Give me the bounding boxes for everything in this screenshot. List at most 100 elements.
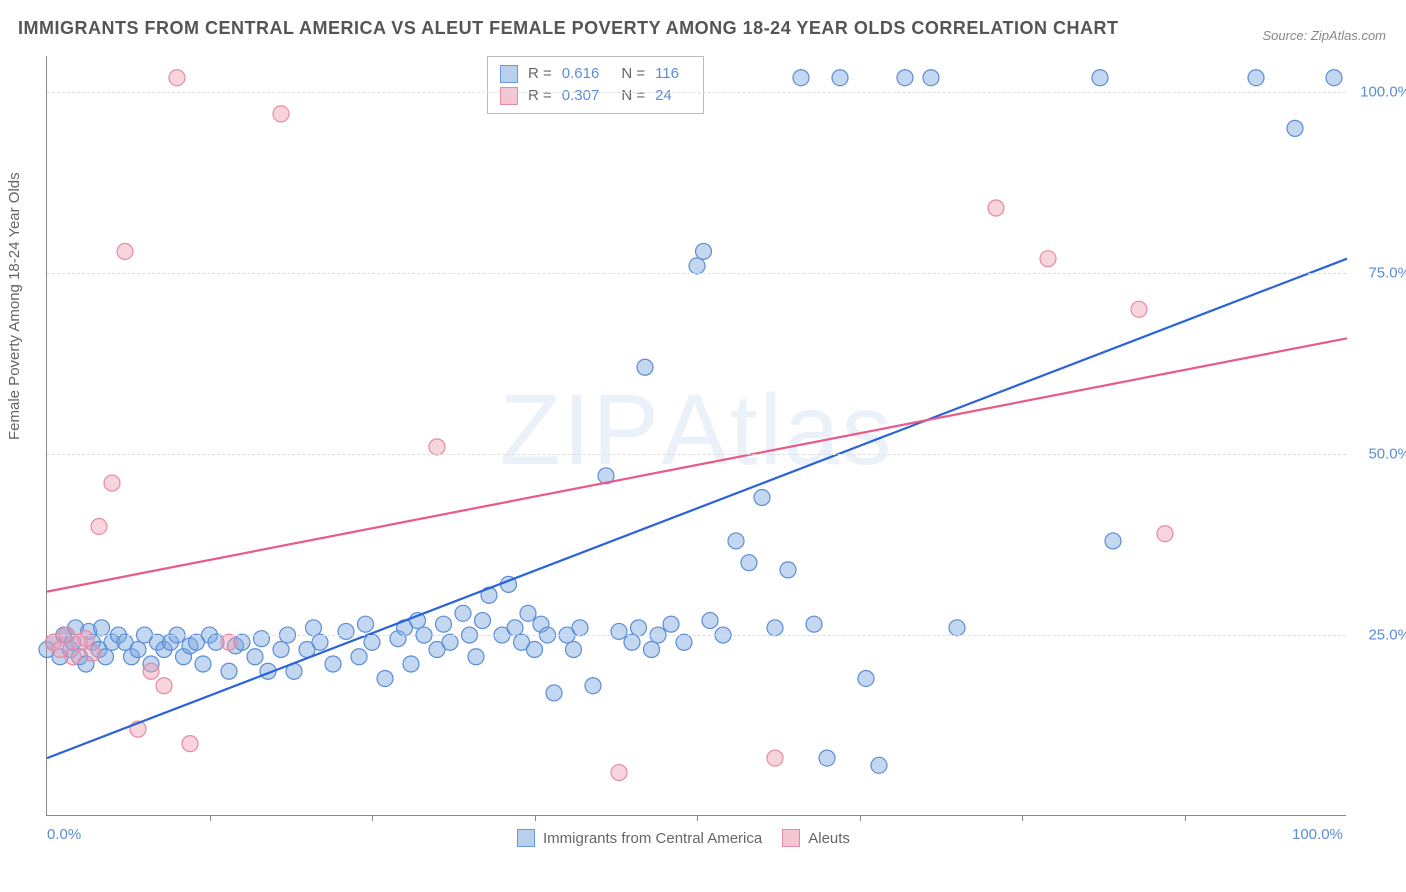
data-point <box>429 439 445 455</box>
data-point <box>358 616 374 632</box>
data-point <box>91 518 107 534</box>
data-point <box>754 490 770 506</box>
legend-item-series-1: Immigrants from Central America <box>517 829 762 847</box>
data-point <box>436 616 452 632</box>
data-point <box>572 620 588 636</box>
data-point <box>338 623 354 639</box>
series-1-swatch-icon <box>517 829 535 847</box>
data-point <box>611 765 627 781</box>
series-1-swatch <box>500 65 518 83</box>
data-point <box>696 243 712 259</box>
data-point <box>65 649 81 665</box>
y-axis-label: Female Poverty Among 18-24 Year Olds <box>6 172 23 440</box>
n-label: N = <box>621 85 645 107</box>
data-point <box>475 613 491 629</box>
n-label: N = <box>621 63 645 85</box>
data-point <box>1157 526 1173 542</box>
data-point <box>767 620 783 636</box>
data-point <box>644 642 660 658</box>
data-point <box>923 70 939 86</box>
data-point <box>325 656 341 672</box>
gridline <box>47 92 1346 93</box>
data-point <box>455 605 471 621</box>
data-point <box>819 750 835 766</box>
data-point <box>364 634 380 650</box>
data-point <box>1326 70 1342 86</box>
data-point <box>1248 70 1264 86</box>
data-point <box>793 70 809 86</box>
y-tick-label: 25.0% <box>1368 627 1406 644</box>
y-tick-label: 75.0% <box>1368 265 1406 282</box>
data-point <box>507 620 523 636</box>
data-point <box>130 642 146 658</box>
data-point <box>624 634 640 650</box>
x-tick-label: 100.0% <box>1292 826 1343 843</box>
series-legend: Immigrants from Central America Aleuts <box>517 829 850 847</box>
data-point <box>182 736 198 752</box>
data-point <box>78 631 94 647</box>
series-2-n-value: 24 <box>655 85 684 107</box>
data-point <box>94 620 110 636</box>
data-point <box>1092 70 1108 86</box>
data-point <box>871 757 887 773</box>
x-tick-mark <box>697 815 698 821</box>
data-point <box>169 70 185 86</box>
gridline <box>47 454 1346 455</box>
data-point <box>377 670 393 686</box>
data-point <box>806 616 822 632</box>
x-tick-label: 0.0% <box>47 826 81 843</box>
data-point <box>442 634 458 650</box>
data-point <box>1105 533 1121 549</box>
data-point <box>247 649 263 665</box>
data-point <box>117 243 133 259</box>
data-point <box>195 656 211 672</box>
data-point <box>254 631 270 647</box>
x-tick-mark <box>1022 815 1023 821</box>
data-point <box>403 656 419 672</box>
data-point <box>566 642 582 658</box>
x-tick-mark <box>372 815 373 821</box>
data-point <box>767 750 783 766</box>
data-point <box>663 616 679 632</box>
data-point <box>1287 120 1303 136</box>
data-point <box>104 475 120 491</box>
chart-title: IMMIGRANTS FROM CENTRAL AMERICA VS ALEUT… <box>18 18 1119 39</box>
data-point <box>689 258 705 274</box>
trend-line <box>47 259 1347 758</box>
data-point <box>637 359 653 375</box>
data-point <box>611 623 627 639</box>
data-point <box>273 106 289 122</box>
data-point <box>631 620 647 636</box>
data-point <box>949 620 965 636</box>
x-tick-mark <box>1185 815 1186 821</box>
gridline <box>47 635 1346 636</box>
data-point <box>897 70 913 86</box>
series-2-swatch <box>500 87 518 105</box>
data-point <box>832 70 848 86</box>
legend-row-series-1: R = 0.616 N = 116 <box>500 63 691 85</box>
series-1-r-value: 0.616 <box>562 63 612 85</box>
legend-item-series-2: Aleuts <box>782 829 850 847</box>
trend-line <box>47 338 1347 591</box>
x-tick-mark <box>860 815 861 821</box>
data-point <box>858 670 874 686</box>
gridline <box>47 273 1346 274</box>
y-tick-label: 50.0% <box>1368 446 1406 463</box>
scatter-svg <box>47 56 1346 815</box>
data-point <box>143 663 159 679</box>
data-point <box>306 620 322 636</box>
data-point <box>312 634 328 650</box>
series-2-r-value: 0.307 <box>562 85 612 107</box>
data-point <box>1040 251 1056 267</box>
r-label: R = <box>528 85 552 107</box>
data-point <box>273 642 289 658</box>
r-label: R = <box>528 63 552 85</box>
series-1-n-value: 116 <box>655 63 691 85</box>
data-point <box>468 649 484 665</box>
data-point <box>585 678 601 694</box>
data-point <box>988 200 1004 216</box>
data-point <box>221 663 237 679</box>
source-attribution: Source: ZipAtlas.com <box>1262 28 1386 43</box>
data-point <box>741 555 757 571</box>
data-point <box>221 634 237 650</box>
